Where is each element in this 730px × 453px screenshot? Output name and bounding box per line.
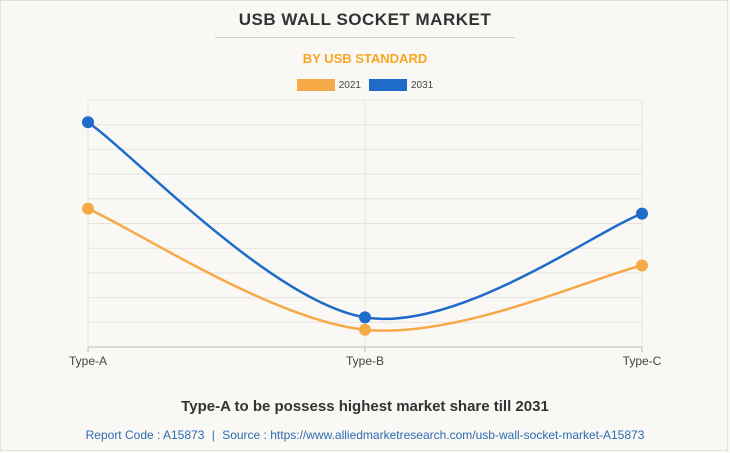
data-point-2021-Type-C[interactable] <box>636 259 648 272</box>
chart-subtitle: BY USB STANDARD <box>302 51 428 66</box>
data-point-2031-Type-B[interactable] <box>359 311 371 324</box>
footer-reference: Report Code : A15873 | Source : https://… <box>0 428 730 442</box>
legend-swatch-2031 <box>369 79 407 91</box>
x-tick-label: Type-C <box>623 354 662 368</box>
chart-grid <box>87 99 643 352</box>
legend-item-2031[interactable]: 2031 <box>369 79 433 91</box>
legend-label-2021: 2021 <box>338 79 361 91</box>
chart-series <box>82 116 648 336</box>
source-link[interactable]: Source : https://www.alliedmarketresearc… <box>222 428 645 442</box>
legend-item-2021[interactable]: 2021 <box>296 79 361 91</box>
footer-headline: Type-A to be possess highest market shar… <box>181 398 549 415</box>
data-point-2021-Type-A[interactable] <box>82 202 94 215</box>
x-tick-label: Type-B <box>346 354 384 368</box>
footer-separator: | <box>211 428 215 442</box>
data-point-2031-Type-C[interactable] <box>636 207 648 220</box>
legend-swatch-2021 <box>296 79 335 91</box>
x-axis-labels: Type-A Type-B Type-C <box>69 354 662 368</box>
report-code: Report Code : A15873 <box>85 428 205 442</box>
data-point-2031-Type-A[interactable] <box>82 116 94 129</box>
legend-label-2031: 2031 <box>411 79 434 91</box>
title-divider <box>215 37 515 38</box>
x-tick-label: Type-A <box>69 354 107 368</box>
chart-legend: 2021 2031 <box>0 79 730 91</box>
data-point-2021-Type-B[interactable] <box>359 323 371 336</box>
chart-title: USB WALL SOCKET MARKET <box>238 10 492 29</box>
